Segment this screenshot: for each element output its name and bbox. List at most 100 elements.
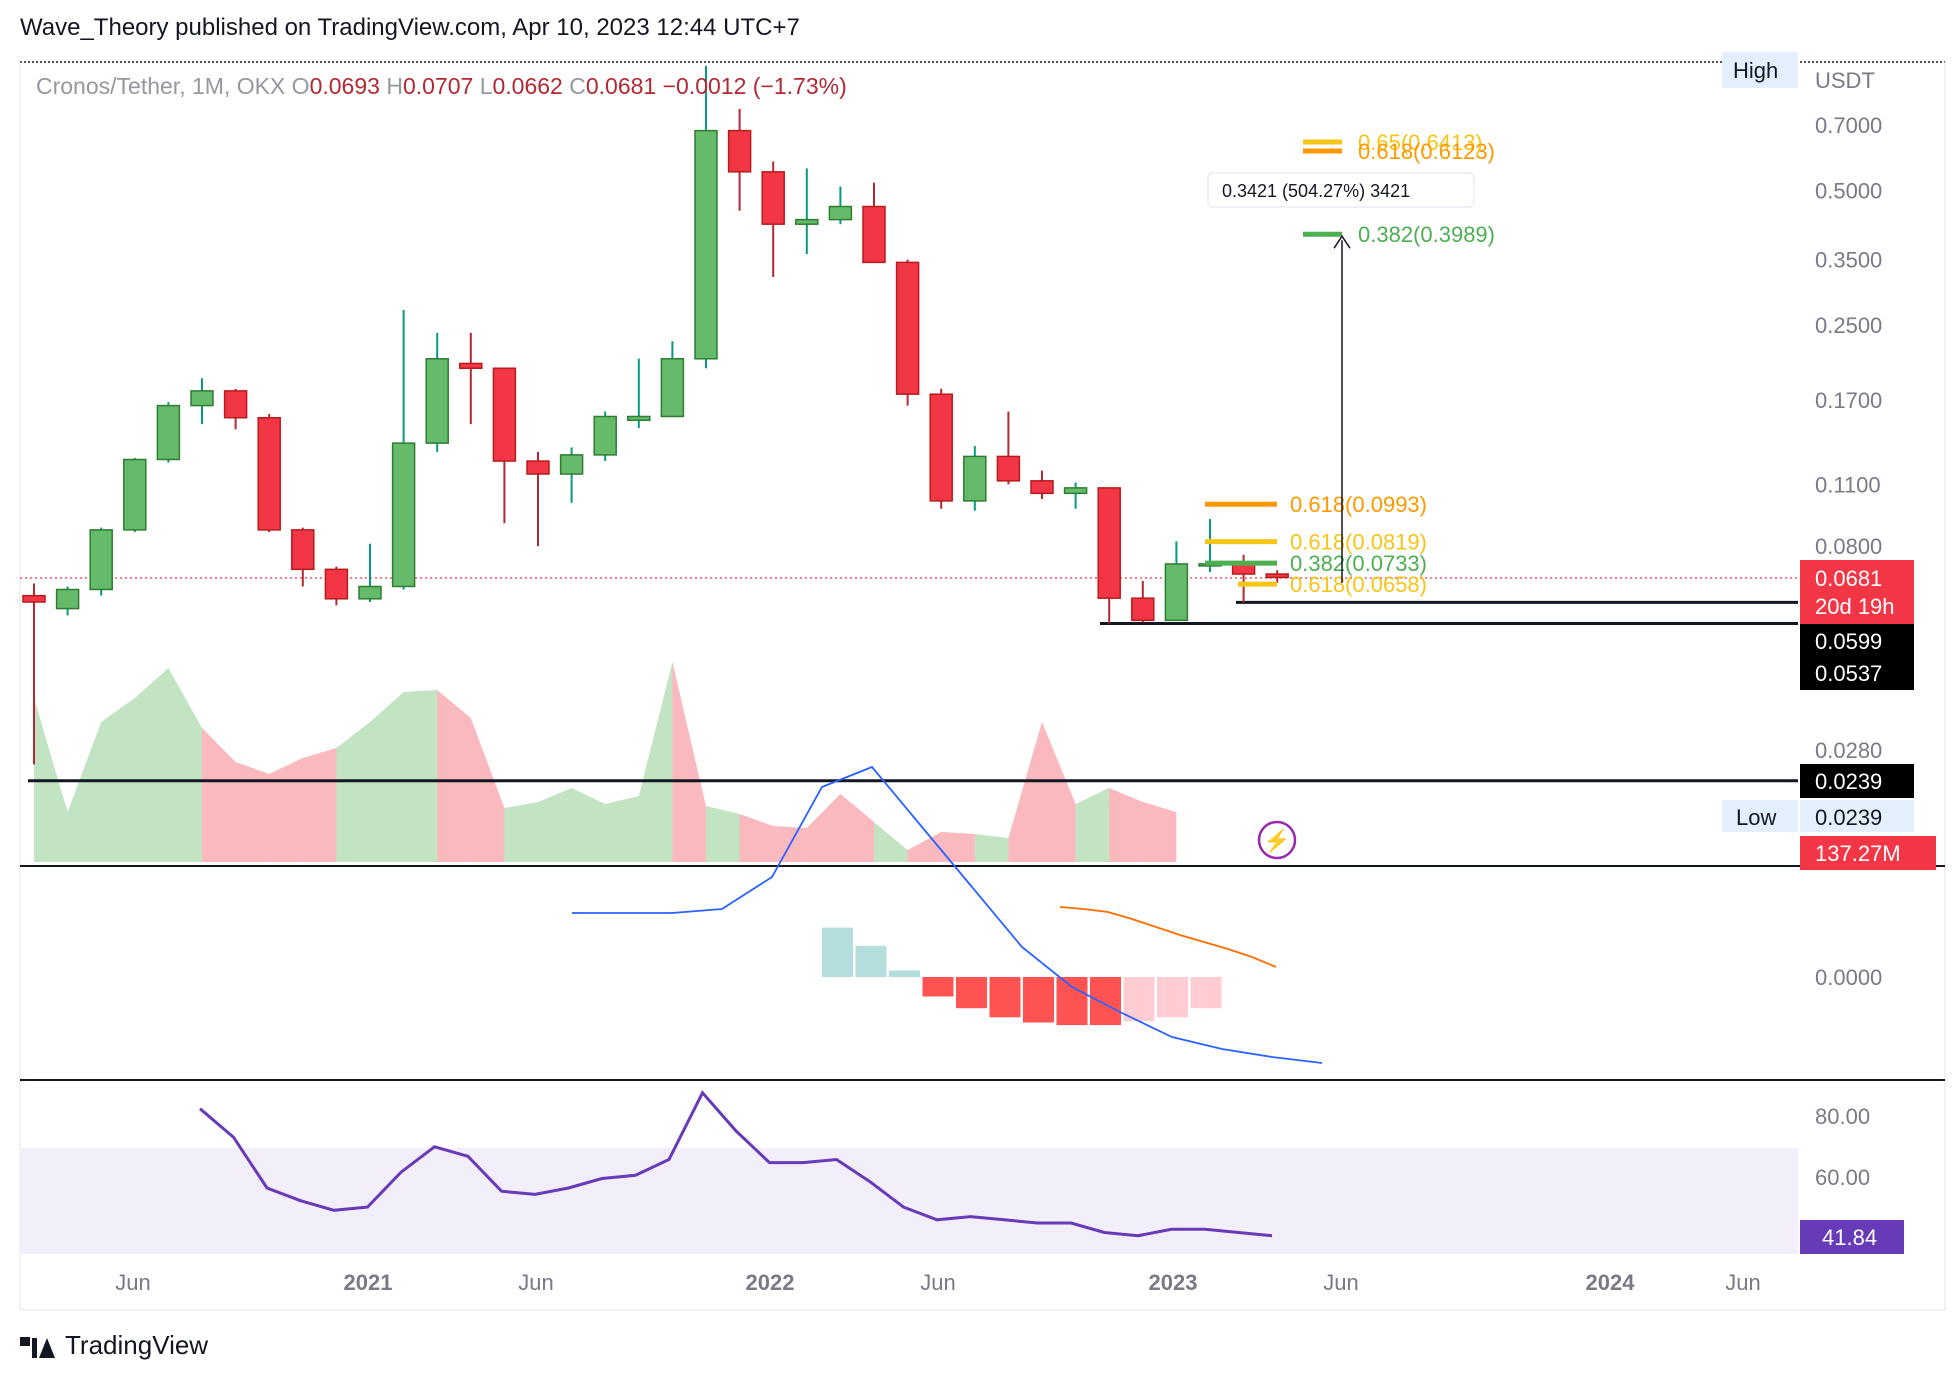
candlesticks [22, 65, 1289, 765]
candle-body [89, 529, 113, 591]
macd-histogram-bar [1056, 977, 1088, 1026]
candle-body [425, 358, 449, 444]
volume-area-segment [403, 690, 438, 862]
volume-area-segment [134, 668, 169, 862]
macd-histogram-bar [855, 945, 887, 977]
macd-histogram-bar [889, 970, 920, 977]
macd-pane: 0.0000 [572, 765, 1882, 1064]
low-marker-label: Low [1736, 805, 1776, 830]
ohlc-legend-text: Cronos/Tether, 1M, OKX O0.0693 H0.0707 L… [36, 73, 847, 99]
volume-area-segment [302, 748, 337, 862]
volume-area-segment [806, 794, 841, 862]
macd-histogram-bar [822, 927, 853, 977]
low-price-label: 0.0239 [1815, 805, 1882, 830]
measure-label: 0.3421 (504.27%) 3421 [1222, 181, 1410, 201]
candle-body [895, 261, 920, 395]
volume-area-segment [706, 806, 740, 862]
rsi-value-box [1800, 1220, 1904, 1254]
volume-value-box [1800, 836, 1936, 870]
volume-area-segment [941, 832, 975, 862]
macd-line [572, 765, 1323, 1064]
level-price-label: 0.0599 [1815, 629, 1882, 654]
price-tick-label: 0.1100 [1815, 472, 1881, 497]
legend-part: 0.0707 [403, 73, 480, 99]
volume-area-segment [605, 796, 639, 862]
time-tick-label: 2023 [1149, 1270, 1198, 1295]
footer-brand: TradingView [65, 1330, 209, 1360]
candle-body [660, 358, 685, 418]
macd-histogram-bar [956, 977, 987, 1009]
candle-body [795, 218, 819, 225]
legend-part: O [292, 73, 310, 99]
candle-body [1097, 487, 1121, 599]
legend-part: 0.0662 [492, 73, 569, 99]
volume-area-segment [1142, 802, 1177, 862]
candle-body [1265, 573, 1289, 579]
level-price-label: 0.0537 [1815, 661, 1882, 686]
candle-body [358, 585, 382, 600]
legend-part: Cronos/Tether, 1M, OKX [36, 73, 292, 99]
fib-level-label: 0.618(0.0819) [1290, 530, 1427, 555]
fib-level-label: 0.382(0.0733) [1290, 551, 1427, 576]
horizontal-levels [28, 600, 1798, 783]
macd-histogram-bar [1090, 977, 1121, 1026]
candle-body [862, 205, 886, 264]
time-tick-label: 2021 [344, 1270, 393, 1295]
volume-area-segment [538, 788, 572, 862]
candle-body [1030, 480, 1054, 495]
legend-part: C [569, 73, 586, 99]
price-tick-label: 0.0800 [1815, 534, 1882, 559]
current-price-box [1800, 560, 1914, 624]
time-axis: Jun 2021 Jun 2022 Jun 2023 Jun 2024 Jun [115, 1270, 1760, 1295]
volume-area-segment [336, 722, 370, 862]
price-tick-label: 0.2500 [1815, 313, 1882, 338]
candle-body [828, 205, 853, 221]
candle-body [391, 442, 416, 588]
fib-level-label: 0.618(0.0993) [1290, 492, 1427, 517]
volume-area-segment [571, 788, 606, 862]
volume-area-segment [840, 794, 874, 862]
fib-level-label: 0.618(0.0658) [1290, 572, 1427, 597]
candle-body [963, 455, 987, 502]
candle-body [324, 568, 349, 600]
rsi-tick-label: 60.00 [1815, 1165, 1870, 1190]
macd-histogram-bar [989, 977, 1021, 1018]
time-tick-label: Jun [1323, 1270, 1358, 1295]
rsi-band [20, 1148, 1798, 1254]
macd-histogram-bar [1190, 977, 1222, 1009]
level-price-box [1800, 624, 1914, 658]
macd-histogram-bar [1157, 977, 1188, 1018]
candle-body [190, 390, 214, 407]
volume-area-segment [1008, 722, 1042, 862]
price-tick-label: 0.1700 [1815, 388, 1882, 413]
volume-area-segment [974, 834, 1009, 862]
time-tick-label: Jun [115, 1270, 150, 1295]
volume-area-segment [437, 690, 471, 862]
candle-body [223, 390, 248, 419]
price-tick-label: 0.7000 [1815, 113, 1882, 138]
volume-area-segment [235, 762, 270, 862]
flash-icon [1257, 820, 1297, 860]
volume-area-segment [1109, 788, 1143, 862]
volume-area-segment [269, 758, 303, 862]
publisher-header: Wave_Theory published on TradingView.com… [20, 14, 800, 41]
volume-area-segment [1075, 788, 1110, 862]
volume-area-segment [168, 668, 202, 862]
legend-part: H [386, 73, 403, 99]
ohlc-legend: Cronos/Tether, 1M, OKX O0.0693 H0.0707 L… [36, 73, 847, 99]
macd-tick-label: 0.0000 [1815, 965, 1882, 990]
measure-arrow-head [1333, 234, 1351, 249]
macd-signal-line [1059, 906, 1277, 968]
candle-body [1131, 597, 1155, 622]
candle-body [996, 455, 1021, 482]
time-tick-label: Jun [920, 1270, 955, 1295]
volume-area-segment [470, 718, 505, 862]
legend-part: 0.0693 [310, 73, 387, 99]
candle-body [156, 404, 181, 461]
fib-level-label: 0.65(0.6413) [1358, 130, 1483, 155]
volume-area-segment [1042, 722, 1076, 862]
measure-tooltip [1207, 172, 1475, 208]
current-price-label: 0.0681 [1815, 566, 1882, 591]
candle-body [459, 362, 483, 369]
